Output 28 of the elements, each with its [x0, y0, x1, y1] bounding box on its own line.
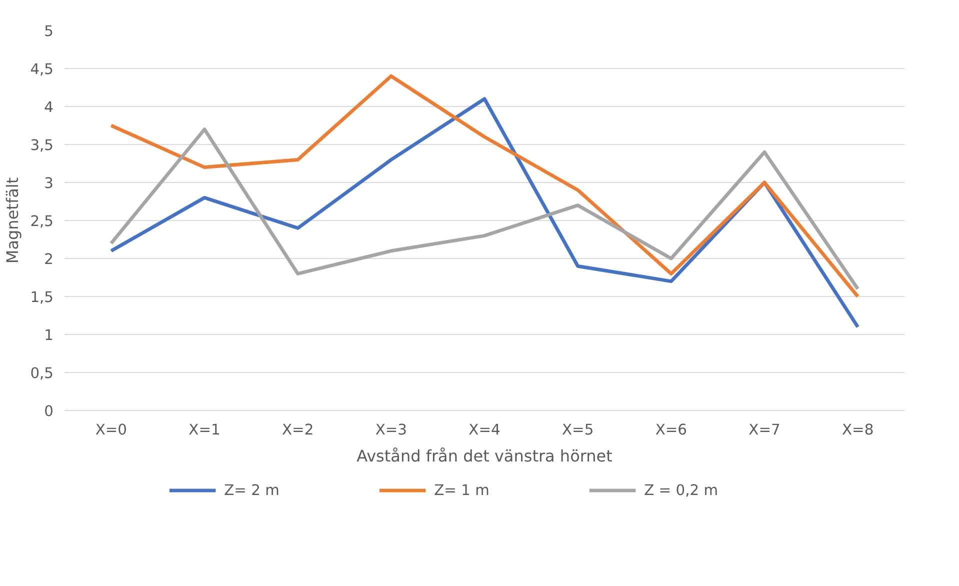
line-series: [109, 74, 860, 298]
line-series: [109, 97, 860, 329]
x-tick-label: X=4: [468, 422, 500, 438]
x-tick-label: X=2: [282, 422, 314, 438]
y-tick-label: 1,5: [30, 289, 54, 306]
x-tick-label: X=5: [562, 422, 594, 438]
x-axis-title: Avstånd från det vänstra hörnet: [356, 446, 612, 466]
y-tick-label: 4: [44, 99, 54, 116]
x-tick-label: X=3: [375, 422, 407, 438]
y-tick-label: 2,5: [30, 213, 54, 230]
y-tick-label: 2: [44, 251, 54, 268]
legend-label: Z= 1 m: [434, 482, 490, 499]
y-tick-label: 3: [44, 175, 54, 192]
y-axis-title: Magnetfält: [3, 177, 22, 264]
y-tick-label: 0: [44, 403, 54, 420]
y-tick-label: 5: [44, 23, 54, 40]
line-series: [109, 128, 860, 291]
x-tick-label: X=1: [188, 422, 220, 438]
y-tick-label: 4,5: [30, 61, 54, 78]
x-tick-label: X=8: [842, 422, 874, 438]
legend-label: Z= 2 m: [224, 482, 280, 499]
legend-label: Z = 0,2 m: [644, 482, 718, 499]
x-tick-label: X=0: [95, 422, 127, 438]
x-tick-label: X=7: [748, 422, 780, 438]
y-tick-label: 3,5: [30, 137, 54, 154]
x-tick-label: X=6: [655, 422, 687, 438]
y-tick-label: 0,5: [30, 365, 54, 382]
y-tick-label: 1: [44, 327, 54, 344]
